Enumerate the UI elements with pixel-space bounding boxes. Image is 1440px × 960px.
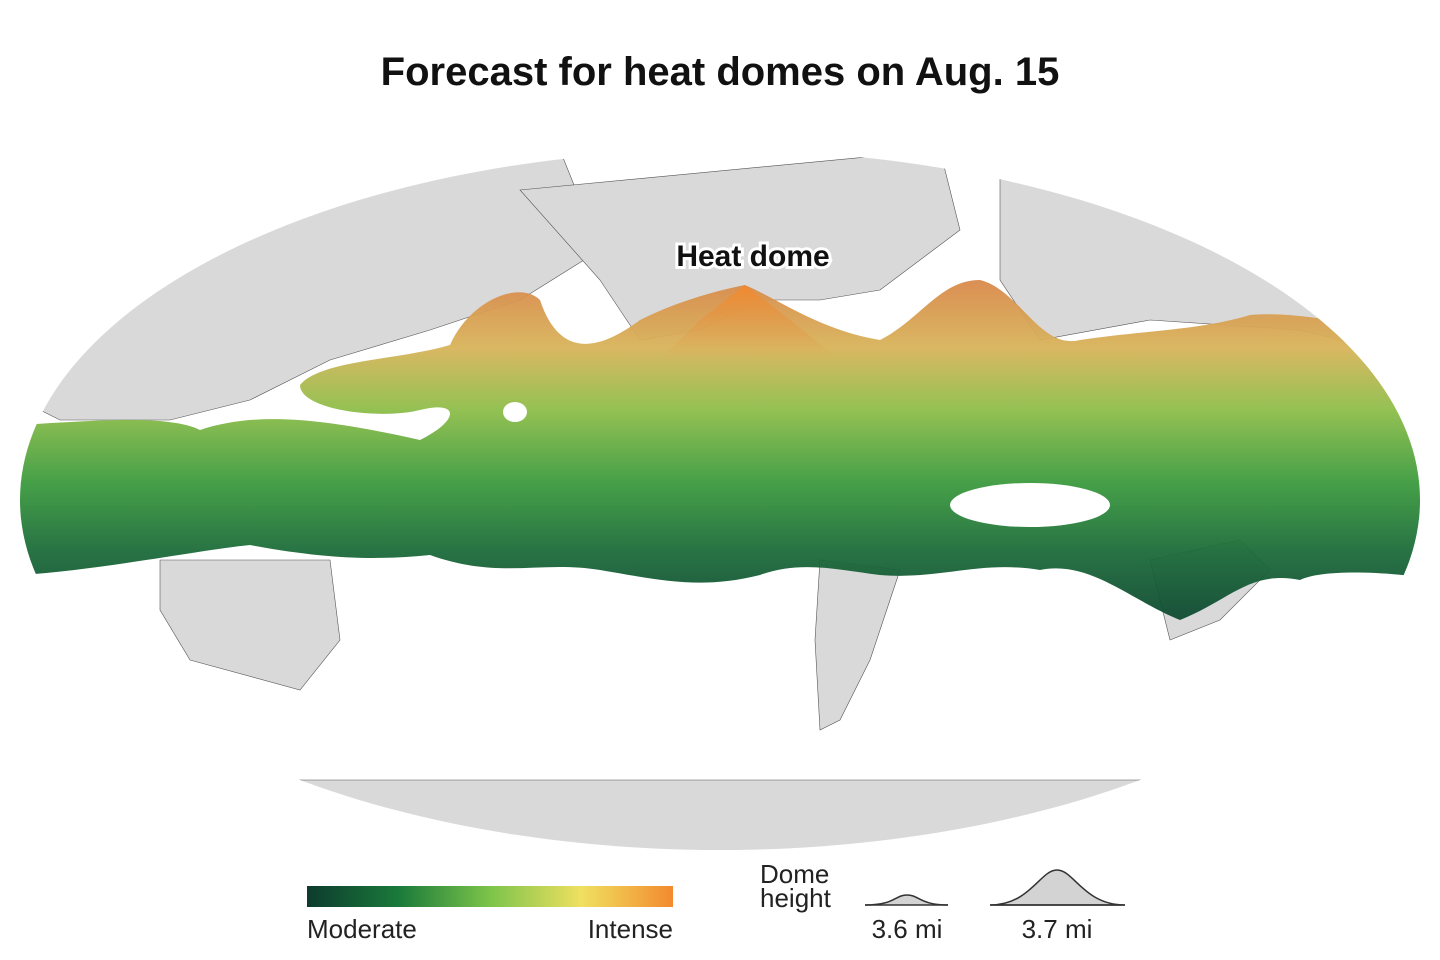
- map-body: [20, 150, 1420, 850]
- color-scale: [307, 886, 673, 907]
- legend-high: Intense: [587, 914, 673, 944]
- height-small-shape: [864, 894, 949, 906]
- legend-height-small: 3.6 mi: [871, 914, 943, 944]
- title: Forecast for heat domes on Aug. 15: [380, 50, 1060, 94]
- height-large-shape: [989, 869, 1126, 906]
- legend-height-large: 3.7 mi: [1021, 914, 1093, 944]
- heat-dome-peak: [660, 285, 840, 360]
- cutouts: [503, 402, 1110, 527]
- legend-low: Moderate: [307, 914, 417, 944]
- legend-height-title: Dome height: [760, 859, 831, 913]
- annotation: Heat dome: [676, 240, 829, 273]
- heat-band: [20, 280, 1420, 620]
